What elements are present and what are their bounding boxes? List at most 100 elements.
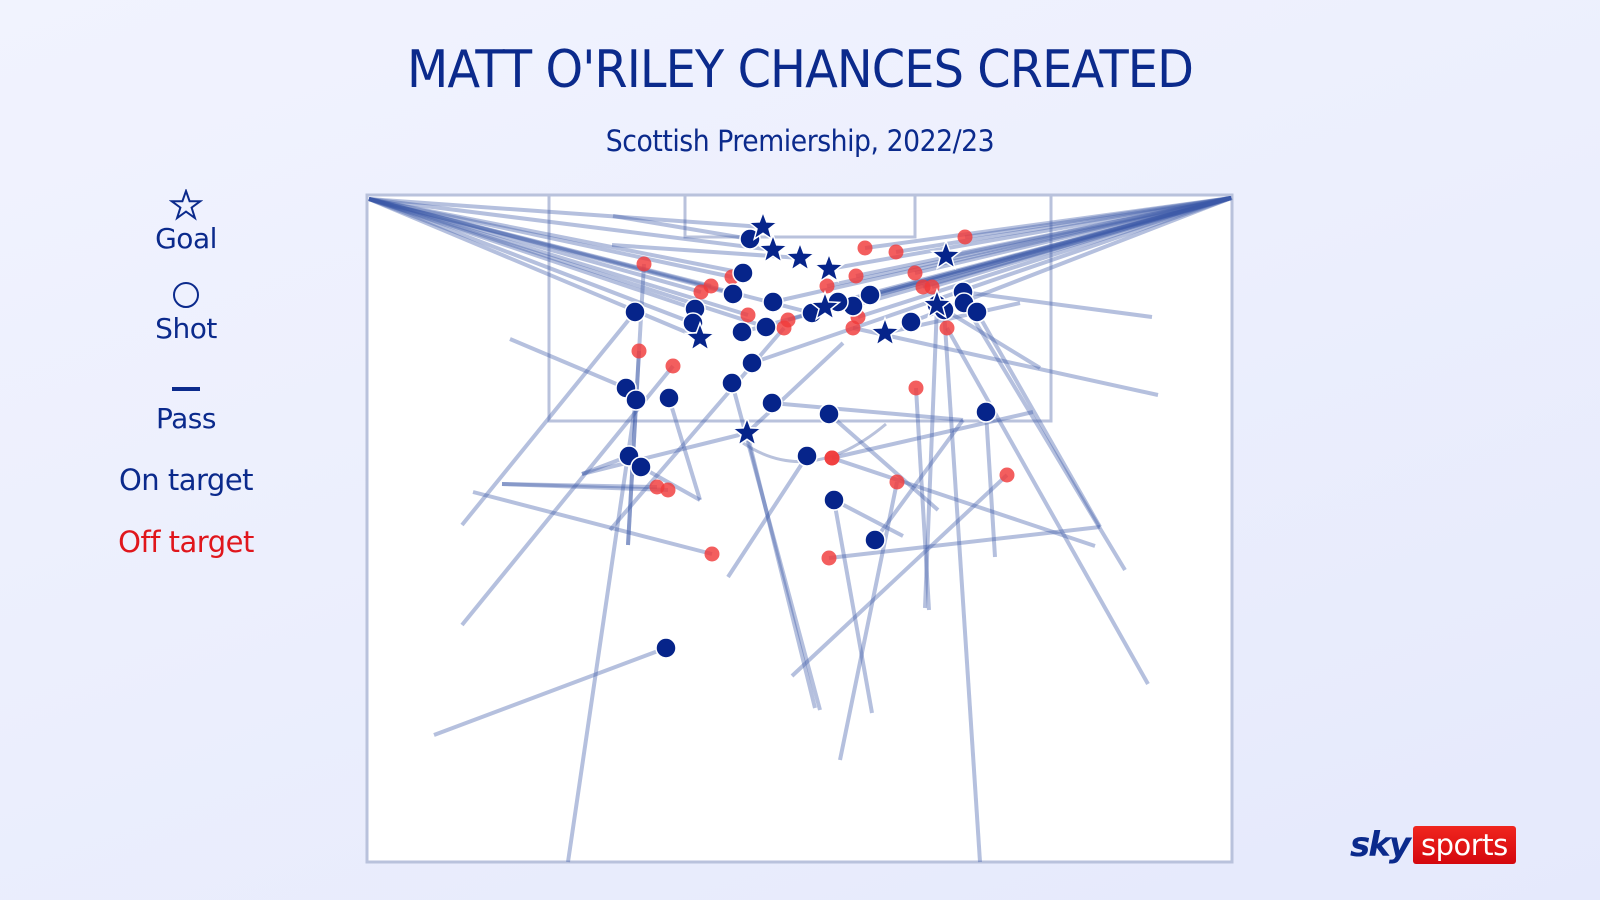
- chart-title: MATT O'RILEY CHANCES CREATED: [406, 40, 1194, 100]
- pass-line: [831, 410, 1034, 460]
- shot-on-target-marker: [731, 321, 753, 343]
- shot-off-target-marker: [704, 546, 720, 562]
- pass-line: [368, 197, 712, 288]
- pass-line: [368, 197, 744, 275]
- shot-on-target-marker: [741, 352, 763, 374]
- shot-off-target-marker: [924, 279, 940, 295]
- pass-line: [368, 197, 734, 296]
- shot-on-target-marker: [630, 456, 652, 478]
- shot-on-target-marker: [818, 403, 840, 425]
- shot-off-target-marker: [631, 343, 647, 359]
- pass-line: [667, 397, 702, 501]
- shot-on-target-marker: [655, 637, 677, 659]
- pass-line: [509, 337, 627, 390]
- pass-line: [931, 196, 1232, 289]
- chart-subtitle: Scottish Premiership, 2022/23: [605, 124, 995, 158]
- pass-line: [726, 454, 809, 579]
- shot-on-target-marker: [658, 387, 680, 409]
- shot-off-target-marker: [889, 474, 905, 490]
- shot-on-target-marker: [721, 372, 743, 394]
- shot-off-target-marker: [848, 268, 864, 284]
- shot-on-target-marker: [900, 311, 922, 333]
- shot-off-target-marker: [660, 482, 676, 498]
- shot-off-target-marker: [740, 307, 756, 323]
- goal-star-marker: [783, 240, 817, 272]
- pass-line: [964, 196, 1232, 239]
- pass-line: [832, 499, 874, 714]
- shot-off-target-marker: [939, 320, 955, 336]
- legend-on-target: On target: [118, 463, 254, 497]
- shot-off-target-marker: [665, 358, 681, 374]
- shot-on-target-marker: [732, 262, 754, 284]
- pass-line: [837, 196, 1232, 304]
- shot-on-target-marker: [755, 316, 777, 338]
- pass-line: [745, 432, 817, 709]
- pass-line: [942, 309, 982, 863]
- pass-line: [433, 646, 667, 737]
- goal-star-marker: [683, 320, 717, 352]
- shot-off-target-marker: [908, 380, 924, 396]
- pass-line: [828, 525, 1101, 560]
- shot-off-target-marker: [824, 450, 840, 466]
- shot-on-target-marker: [762, 291, 784, 313]
- legend-item-shot: Shot: [86, 278, 286, 346]
- shot-on-target-marker: [859, 284, 881, 306]
- six-yard-box: [683, 193, 917, 239]
- shot-on-target-marker: [823, 489, 845, 511]
- goal-star-marker: [756, 232, 790, 264]
- pass-line: [472, 490, 713, 556]
- pass-line: [855, 196, 1232, 278]
- shot-on-target-marker: [975, 401, 997, 423]
- pass-line: [935, 303, 1042, 370]
- pass-line: [922, 196, 1232, 289]
- legend: Goal Shot Pass On target Off target: [86, 188, 286, 560]
- shot-off-target-marker: [819, 278, 835, 294]
- goal-star-marker: [812, 251, 846, 283]
- pass-line: [923, 304, 939, 609]
- star-outline-icon: [169, 188, 203, 222]
- pass-line: [975, 311, 1102, 528]
- pass-line: [368, 197, 764, 229]
- pass-line: [826, 196, 1232, 288]
- pass-line: [857, 196, 1232, 319]
- pass-line: [962, 301, 1127, 572]
- legend-item-pass: Pass: [86, 368, 286, 436]
- shot-on-target-marker: [864, 529, 886, 551]
- pass-line: [745, 341, 845, 435]
- pass-line: [368, 197, 696, 311]
- shot-on-target-marker: [624, 301, 646, 323]
- shot-off-target-marker: [857, 240, 873, 256]
- legend-label-goal: Goal: [155, 222, 217, 255]
- shot-off-target-marker: [845, 320, 861, 336]
- goal-star-marker: [920, 287, 954, 319]
- legend-label-pass: Pass: [156, 402, 216, 435]
- shot-off-target-marker: [776, 320, 792, 336]
- pass-line: [895, 196, 1232, 254]
- pass-line: [873, 418, 965, 542]
- pass-line: [368, 197, 702, 294]
- shot-on-target-marker: [796, 445, 818, 467]
- pass-line: [833, 498, 904, 538]
- logo-sports: sports: [1413, 826, 1516, 864]
- shot-off-target-marker: [636, 256, 652, 272]
- pass-line: [460, 310, 637, 527]
- pass-line: [790, 473, 1009, 678]
- shot-off-target-marker: [821, 550, 837, 566]
- pass-line: [501, 482, 658, 489]
- pass-line: [914, 196, 1232, 275]
- pass-line: [751, 196, 1233, 365]
- shot-off-target-marker: [693, 284, 709, 300]
- line-icon: [170, 368, 202, 402]
- sky-sports-logo: sky sports: [1350, 825, 1516, 865]
- pass-line: [612, 214, 751, 241]
- shot-on-target-marker: [722, 283, 744, 305]
- shot-on-target-marker: [625, 389, 647, 411]
- legend-label-shot: Shot: [155, 312, 217, 345]
- shot-off-target-marker: [957, 229, 973, 245]
- pass-line: [831, 456, 1096, 548]
- pass-line: [852, 326, 1159, 397]
- goal-star-marker: [746, 209, 780, 241]
- goal-star-marker: [730, 415, 764, 447]
- pass-line: [869, 196, 1232, 297]
